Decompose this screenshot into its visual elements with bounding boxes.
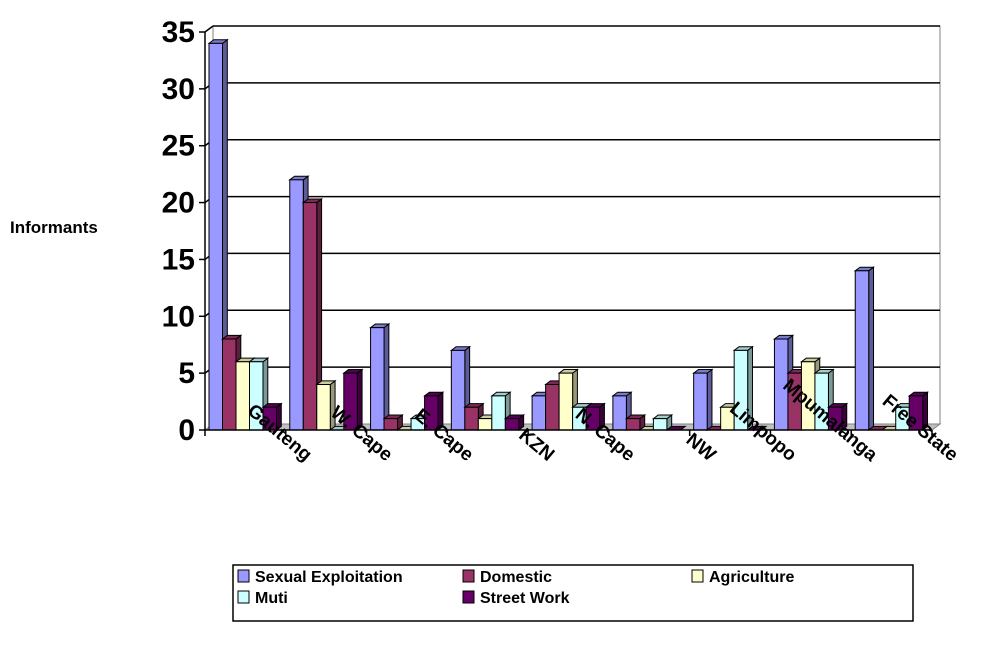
legend-swatch xyxy=(691,569,704,583)
legend: Sexual Exploitation Domestic Agriculture Mu… xyxy=(232,564,914,622)
x-tick-label: NW xyxy=(682,429,720,465)
bar-side xyxy=(706,368,713,432)
bar-front xyxy=(531,395,547,431)
legend-box xyxy=(232,564,914,622)
y-tick-label: 5 xyxy=(178,357,195,390)
y-tick-label: 25 xyxy=(162,130,195,163)
bar-front xyxy=(625,418,641,431)
legend-swatch xyxy=(237,569,250,583)
bar xyxy=(651,414,674,432)
bar-side xyxy=(383,323,390,431)
y-tick-label: 0 xyxy=(178,414,195,447)
bar xyxy=(503,414,526,431)
bar-front xyxy=(316,384,331,431)
legend-label: Domestic xyxy=(480,569,552,586)
bar xyxy=(826,402,849,432)
bar xyxy=(907,391,930,432)
grid-layer xyxy=(203,25,942,431)
legend-label: Sexual Exploitation xyxy=(255,569,403,586)
bar-front xyxy=(477,418,493,431)
y-tick-label: 20 xyxy=(162,187,195,220)
bar xyxy=(207,38,229,432)
x-tick-label: KZN xyxy=(515,425,558,466)
y-tick-label: 10 xyxy=(162,300,195,333)
bar-front xyxy=(545,384,560,431)
y-tick-label: 35 xyxy=(162,16,195,49)
bar-front xyxy=(370,327,385,431)
legend-swatch xyxy=(237,590,250,604)
bar-front xyxy=(450,349,466,431)
legend-swatch xyxy=(462,569,475,583)
bar xyxy=(692,368,714,432)
bar xyxy=(342,368,364,431)
bar xyxy=(382,414,404,431)
bar-front xyxy=(302,202,318,431)
bar-front xyxy=(491,395,506,431)
bar-front xyxy=(693,372,708,431)
legend-label: Muti xyxy=(255,590,288,607)
bar-front xyxy=(289,179,304,431)
bar xyxy=(624,414,647,432)
y-tick-label: 15 xyxy=(162,243,195,276)
legend-label: Street Work xyxy=(480,590,570,607)
bar-front xyxy=(464,406,479,431)
bar xyxy=(853,266,876,432)
bar-front xyxy=(652,418,668,431)
gridline-side xyxy=(204,25,214,33)
y-axis-title: Informants xyxy=(10,218,98,237)
bar xyxy=(584,402,606,431)
bar-front xyxy=(612,395,627,431)
legend-label: Agriculture xyxy=(709,569,794,586)
bar-front xyxy=(558,372,574,431)
bar-front xyxy=(854,270,870,431)
y-tick-label: 30 xyxy=(162,73,195,106)
plot-back-wall xyxy=(212,25,941,425)
bar xyxy=(369,323,391,431)
bar-side xyxy=(868,266,875,432)
bar xyxy=(261,402,283,432)
bar xyxy=(732,345,754,432)
legend-swatch xyxy=(462,590,475,604)
bar xyxy=(423,391,445,431)
bars-layer xyxy=(207,38,930,432)
bar-front xyxy=(222,338,237,431)
bar-front xyxy=(383,418,399,431)
bar-front xyxy=(504,418,520,431)
bar-front xyxy=(208,42,223,431)
